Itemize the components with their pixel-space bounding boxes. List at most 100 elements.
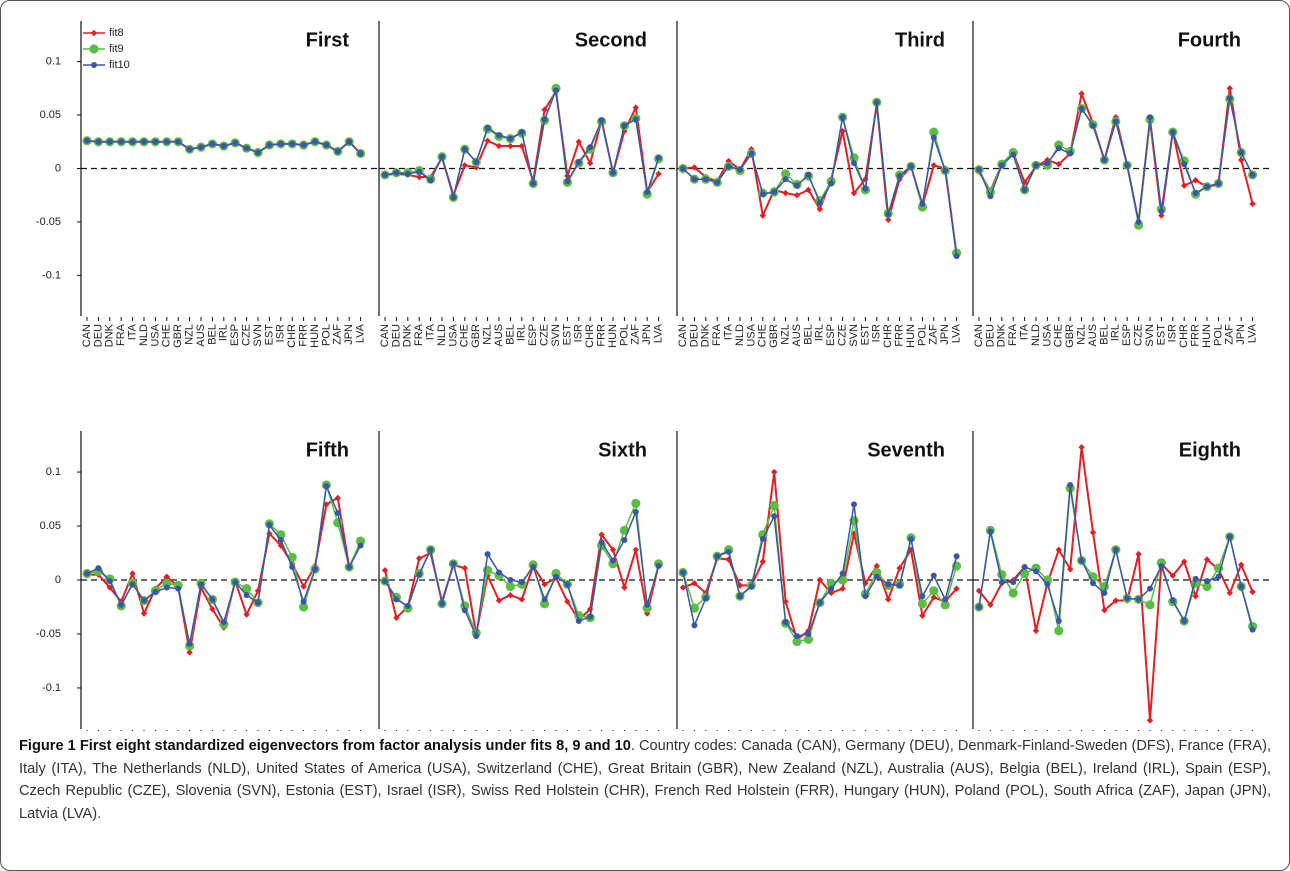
- marker: [312, 566, 318, 573]
- x-tick-label: FRA: [711, 323, 723, 346]
- marker: [393, 169, 400, 176]
- marker: [1067, 481, 1074, 488]
- marker: [919, 612, 926, 619]
- x-tick-label: SVN: [550, 324, 562, 347]
- y-tick-label: 0.1: [46, 56, 61, 68]
- marker: [439, 600, 445, 607]
- marker: [1135, 596, 1142, 603]
- x-tick-label: CHR: [286, 324, 298, 348]
- marker: [976, 603, 982, 610]
- marker: [416, 555, 423, 562]
- marker: [175, 138, 182, 145]
- marker: [702, 176, 709, 183]
- marker: [507, 591, 514, 599]
- marker: [1204, 183, 1210, 190]
- marker: [1112, 118, 1119, 125]
- marker: [610, 557, 616, 564]
- x-tick-label: USA: [745, 323, 757, 346]
- marker: [1078, 90, 1085, 97]
- marker: [680, 569, 686, 576]
- x-tick-label: ISR: [871, 324, 883, 342]
- marker: [95, 565, 102, 572]
- marker: [84, 137, 90, 144]
- marker: [691, 164, 698, 171]
- marker: [530, 564, 537, 571]
- x-tick-label: AUS: [195, 324, 207, 347]
- marker: [484, 551, 491, 558]
- marker: [141, 138, 147, 145]
- marker: [644, 189, 651, 196]
- marker: [782, 176, 789, 183]
- marker: [518, 142, 525, 150]
- marker: [473, 159, 480, 166]
- marker: [631, 498, 641, 508]
- marker: [998, 579, 1005, 586]
- panel-title: Third: [895, 29, 945, 51]
- marker: [141, 597, 147, 604]
- marker: [209, 140, 216, 147]
- x-tick-label: FRA: [413, 323, 425, 346]
- marker: [198, 144, 204, 151]
- marker: [357, 542, 364, 549]
- marker: [518, 596, 525, 603]
- marker: [382, 578, 388, 585]
- marker: [655, 562, 662, 569]
- marker: [1192, 177, 1199, 184]
- x-tick-label: JPN: [343, 324, 355, 345]
- marker: [473, 633, 480, 640]
- x-tick-label: ZAF: [1224, 324, 1236, 345]
- marker: [1158, 562, 1165, 569]
- marker: [381, 567, 389, 574]
- marker: [885, 581, 892, 588]
- x-tick-label: DNK: [996, 323, 1008, 347]
- x-tick-label: BEL: [802, 324, 814, 345]
- marker: [714, 179, 721, 186]
- marker: [598, 539, 605, 546]
- x-tick-label: DNK: [402, 323, 414, 347]
- marker: [541, 116, 548, 123]
- marker: [118, 138, 125, 145]
- marker: [1169, 129, 1176, 136]
- marker: [896, 172, 903, 179]
- x-tick-label: CHR: [882, 324, 894, 348]
- marker: [232, 579, 239, 586]
- panel-title: First: [306, 29, 350, 51]
- marker: [851, 160, 857, 167]
- x-tick-label: ESP: [229, 324, 241, 346]
- marker: [564, 178, 571, 185]
- marker: [1112, 546, 1119, 553]
- marker: [805, 186, 812, 194]
- marker: [129, 581, 136, 588]
- marker: [518, 129, 525, 136]
- marker: [541, 596, 548, 603]
- marker: [987, 193, 994, 200]
- marker: [346, 564, 353, 571]
- x-tick-label: ZAF: [332, 324, 344, 345]
- x-tick-label: USA: [447, 323, 459, 346]
- marker: [1215, 180, 1222, 187]
- x-tick-label: NZL: [1076, 324, 1088, 345]
- legend-label: fit9: [109, 43, 124, 55]
- x-tick-label: ESP: [527, 324, 539, 346]
- marker: [1044, 156, 1051, 164]
- marker: [163, 573, 170, 580]
- marker: [919, 593, 926, 600]
- x-tick-label: DNK: [700, 323, 712, 347]
- marker: [1032, 627, 1040, 634]
- marker: [748, 150, 755, 157]
- marker: [1192, 190, 1199, 197]
- x-tick-label: ITA: [425, 323, 437, 340]
- marker: [691, 176, 698, 183]
- marker: [885, 216, 892, 224]
- marker: [300, 583, 307, 590]
- marker: [1078, 557, 1085, 564]
- marker: [118, 601, 125, 608]
- marker: [1215, 573, 1222, 580]
- x-tick-label: POL: [1212, 324, 1224, 346]
- marker: [152, 138, 159, 145]
- x-tick-label: IRL: [516, 324, 528, 341]
- marker: [106, 138, 113, 145]
- marker: [1181, 161, 1188, 168]
- series-line: [978, 447, 1254, 721]
- y-tick-label: 0.05: [40, 109, 61, 121]
